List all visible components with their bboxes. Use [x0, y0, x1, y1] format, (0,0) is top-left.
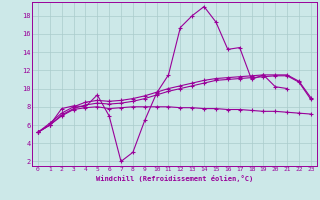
- X-axis label: Windchill (Refroidissement éolien,°C): Windchill (Refroidissement éolien,°C): [96, 175, 253, 182]
